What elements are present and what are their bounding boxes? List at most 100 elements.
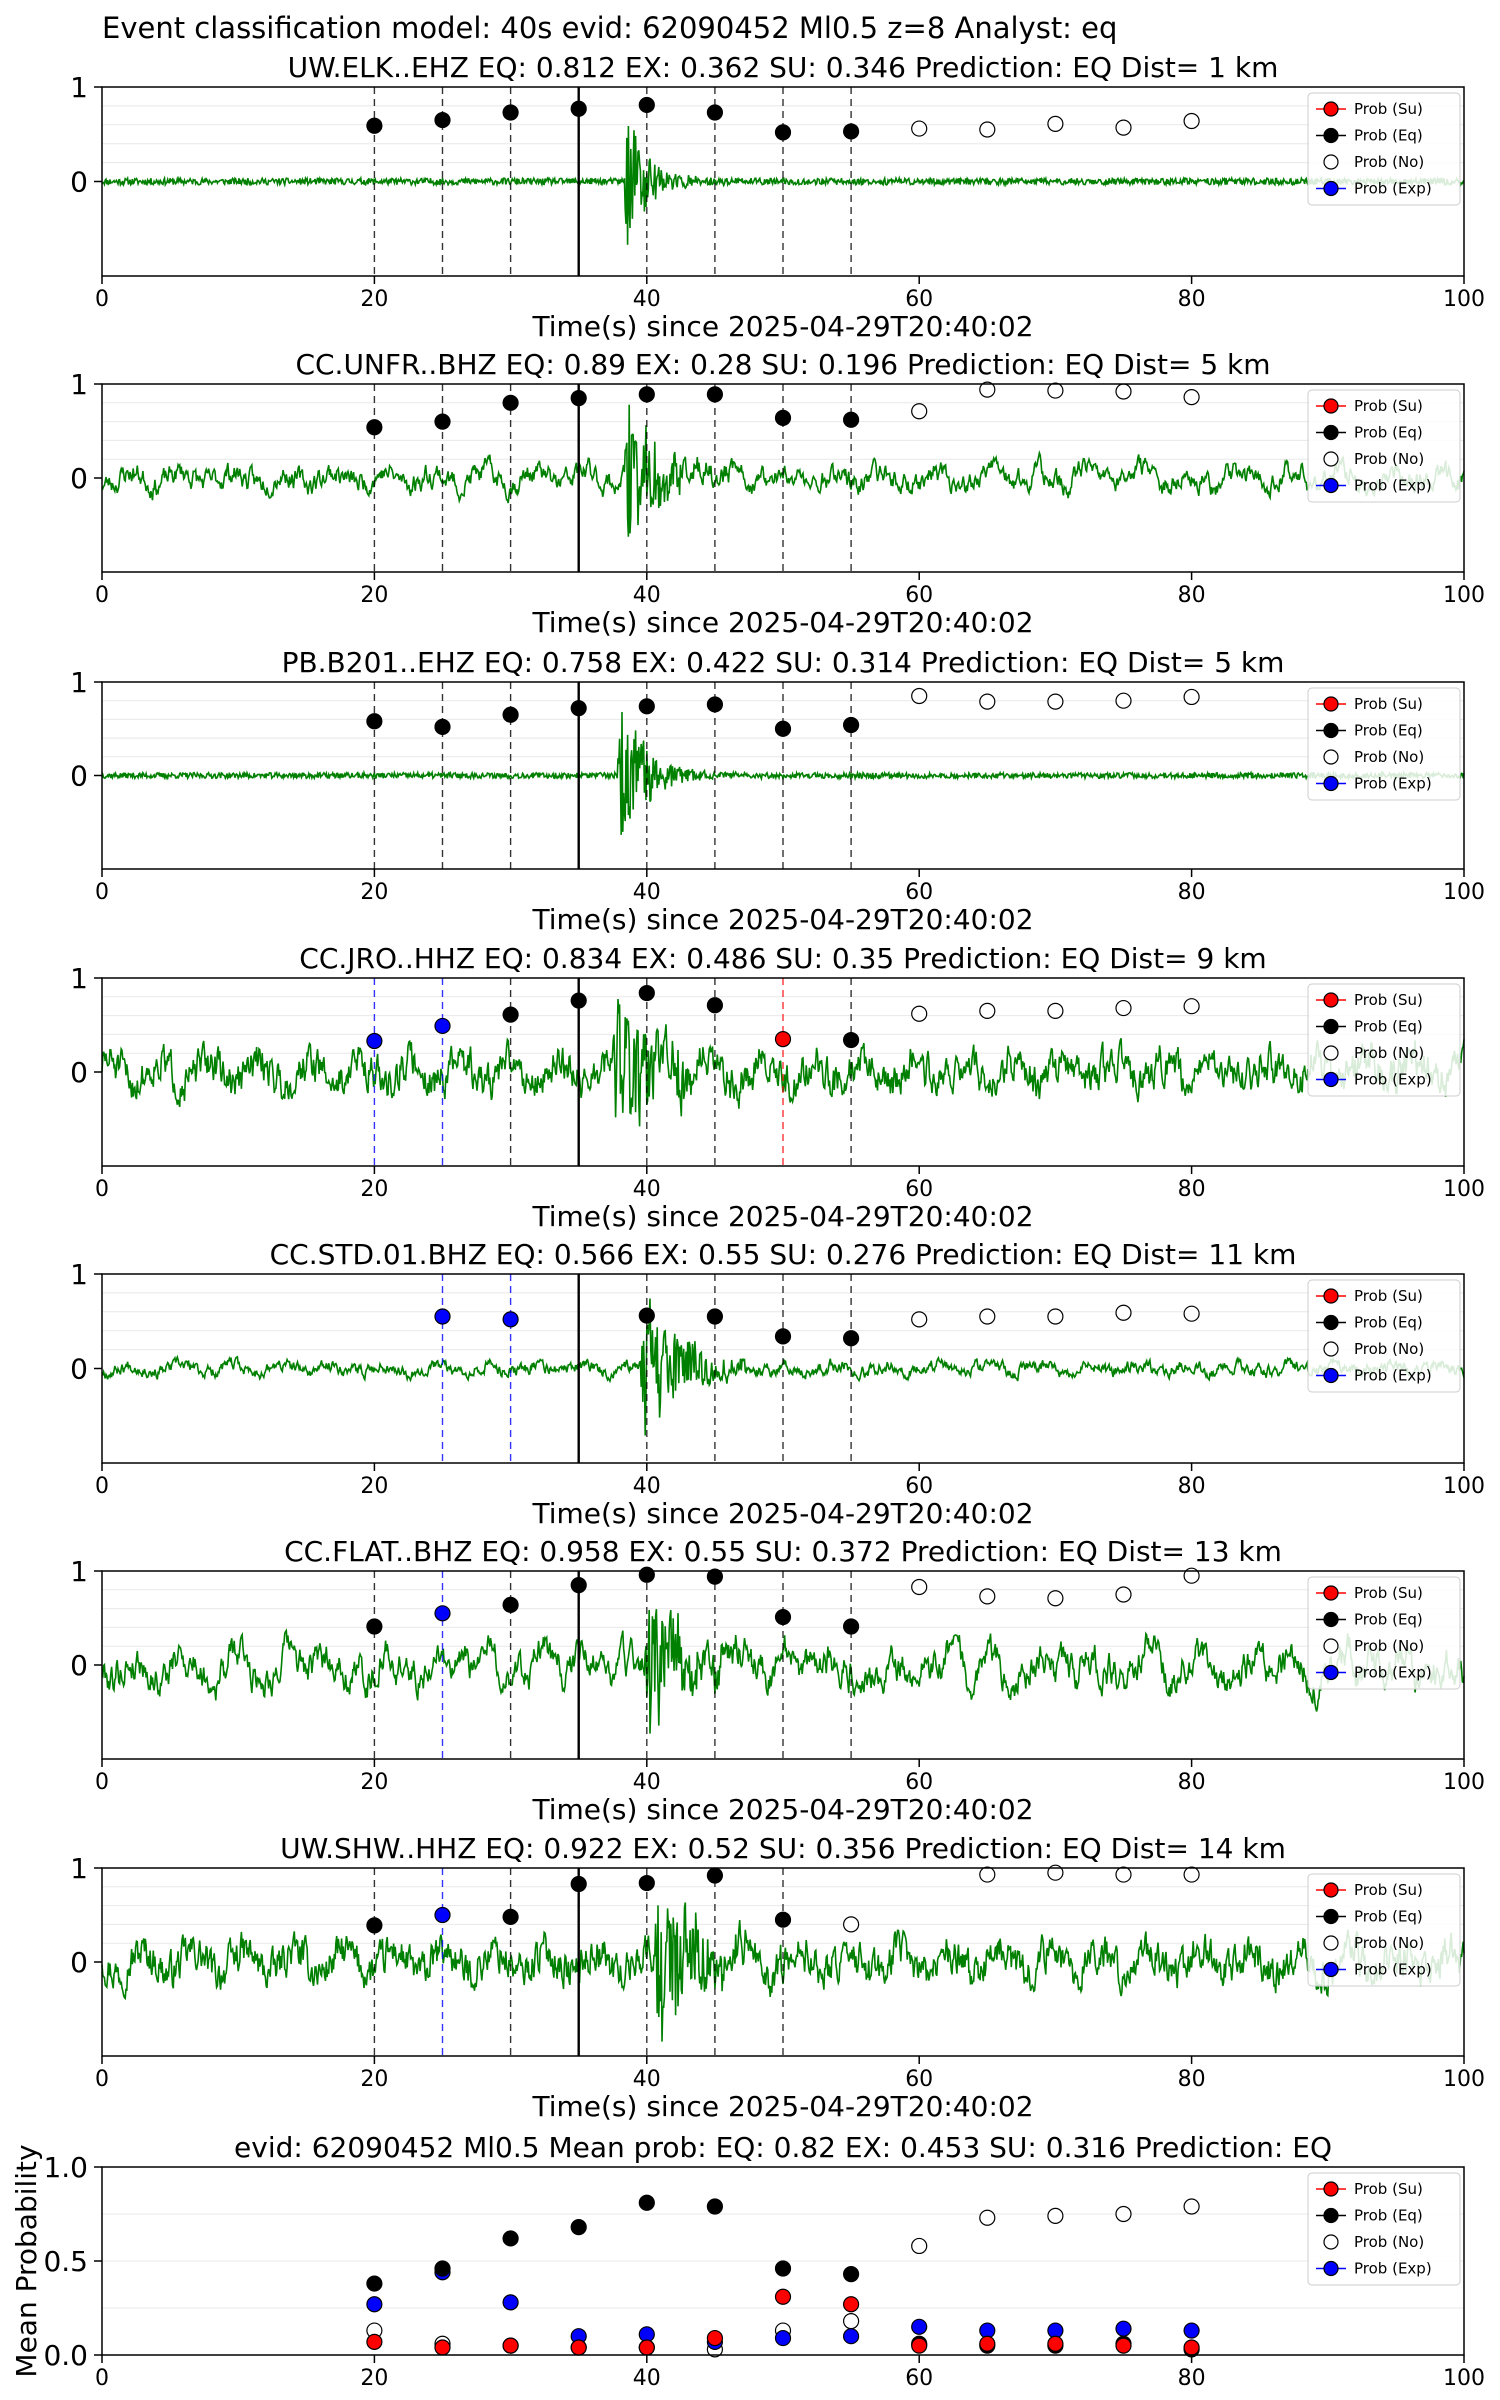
axes-frame — [101, 86, 1465, 277]
legend: Prob (Su) Prob (Eq) Prob (No) Prob (Exp) — [1307, 92, 1461, 206]
point-eq — [706, 2198, 724, 2215]
x-tick-label: 40 — [633, 287, 661, 312]
axes-frame — [101, 977, 1465, 1167]
x-tick-label: 20 — [360, 880, 388, 905]
window-marker-eq — [842, 716, 860, 734]
waveform-trace — [101, 1902, 1465, 2042]
y-tick-label: 1 — [70, 1555, 88, 1588]
x-axis-label: Time(s) since 2025-04-29T20:40:02 — [531, 1497, 1033, 1530]
window-marker-eq — [570, 700, 587, 717]
point-su — [774, 2288, 792, 2305]
x-tick-label: 40 — [633, 1770, 661, 1795]
x-tick-label: 0 — [95, 2366, 109, 2391]
legend-marker — [1323, 1664, 1339, 1681]
window-marker-eq — [434, 413, 451, 430]
legend-entry: Prob (No) — [1323, 1637, 1424, 1655]
x-axis-label: Time(s) since 2025-04-29T20:40:02 — [531, 606, 1033, 639]
legend-marker — [1323, 1935, 1339, 1951]
legend: Prob (Su) Prob (Eq) Prob (No) Prob (Exp) — [1307, 1873, 1461, 1987]
legend-label: Prob (No) — [1354, 1044, 1424, 1062]
legend-label: Prob (No) — [1354, 1934, 1424, 1952]
legend-entry: Prob (No) — [1323, 450, 1424, 468]
x-tick-label: 20 — [360, 2067, 388, 2092]
y-tick-label: 0.5 — [43, 2245, 88, 2278]
window-marker-no — [1115, 999, 1132, 1017]
x-tick-label: 80 — [1178, 1770, 1206, 1795]
x-tick-label: 100 — [1443, 880, 1485, 905]
window-marker-no — [1047, 115, 1064, 132]
window-marker-eq — [366, 419, 383, 436]
legend-entry: Prob (Su) — [1316, 397, 1423, 415]
window-marker-no — [1115, 1866, 1132, 1883]
legend-entry: Prob (Su) — [1316, 2180, 1423, 2198]
panel-title: evid: 62090452 Ml0.5 Mean prob: EQ: 0.82… — [234, 2131, 1332, 2164]
legend-marker — [1323, 1018, 1339, 1035]
point-su — [842, 2296, 860, 2313]
y-tick-label: 1 — [70, 1852, 88, 1885]
window-marker-eq — [842, 1330, 860, 1347]
legend-entry: Prob (Exp) — [1316, 1367, 1432, 1385]
waveform-trace — [101, 404, 1465, 537]
legend-frame — [1307, 983, 1461, 1097]
legend-marker — [1323, 180, 1339, 197]
legend-label: Prob (Su) — [1354, 1287, 1423, 1305]
window-marker-eq — [774, 1328, 792, 1345]
legend-label: Prob (Eq) — [1354, 2207, 1423, 2225]
x-axis-label: Time(s) since 2025-04-29T20:40:02 — [531, 2090, 1033, 2123]
window-marker-no — [911, 1005, 928, 1022]
window-marker-eq — [774, 1608, 792, 1626]
window-marker-eq — [638, 1566, 655, 1583]
x-tick-label: 100 — [1443, 583, 1485, 608]
legend-marker — [1323, 1611, 1339, 1628]
point-exp — [911, 2318, 928, 2335]
legend-entry: Prob (Su) — [1316, 695, 1423, 713]
window-marker-exp — [434, 1605, 451, 1622]
point-eq — [774, 2260, 792, 2277]
point-su — [502, 2337, 519, 2354]
window-marker-no — [979, 1308, 996, 1325]
x-tick-label: 80 — [1178, 583, 1206, 608]
x-tick-label: 40 — [633, 2067, 661, 2092]
legend-label: Prob (Eq) — [1354, 1611, 1423, 1629]
point-exp — [366, 2296, 383, 2313]
window-marker-eq — [502, 1908, 519, 1925]
point-no — [842, 2313, 860, 2330]
x-tick-label: 60 — [905, 1474, 933, 1499]
y-tick-label: 0 — [70, 1353, 88, 1386]
legend-marker — [1323, 1071, 1339, 1088]
point-eq — [366, 2275, 383, 2292]
legend-entry: Prob (Exp) — [1316, 775, 1432, 793]
x-tick-label: 0 — [95, 583, 109, 608]
legend-label: Prob (No) — [1354, 450, 1424, 468]
legend-frame — [1307, 389, 1461, 503]
legend-marker — [1323, 398, 1339, 414]
legend-label: Prob (No) — [1354, 748, 1424, 766]
point-su — [911, 2337, 928, 2354]
legend-frame — [1307, 1576, 1461, 1690]
window-marker-eq — [570, 100, 587, 117]
window-marker-eq — [502, 1596, 519, 1613]
legend-label: Prob (Exp) — [1354, 775, 1432, 793]
legend-label: Prob (Eq) — [1354, 1314, 1423, 1332]
window-marker-no — [1183, 1567, 1200, 1584]
window-marker-eq — [706, 1308, 724, 1325]
y-tick-label: 1 — [70, 368, 88, 401]
window-marker-no — [979, 693, 996, 710]
window-marker-eq — [570, 1875, 587, 1893]
legend-frame — [1307, 92, 1461, 206]
x-tick-label: 40 — [633, 583, 661, 608]
legend-marker — [1323, 2260, 1339, 2277]
legend-label: Prob (Exp) — [1354, 1367, 1432, 1385]
window-marker-no — [979, 1866, 996, 1883]
point-su — [638, 2339, 655, 2356]
point-exp — [1115, 2320, 1132, 2337]
window-marker-eq — [638, 698, 655, 715]
point-no — [1115, 2205, 1132, 2223]
legend-label: Prob (Eq) — [1354, 127, 1423, 145]
